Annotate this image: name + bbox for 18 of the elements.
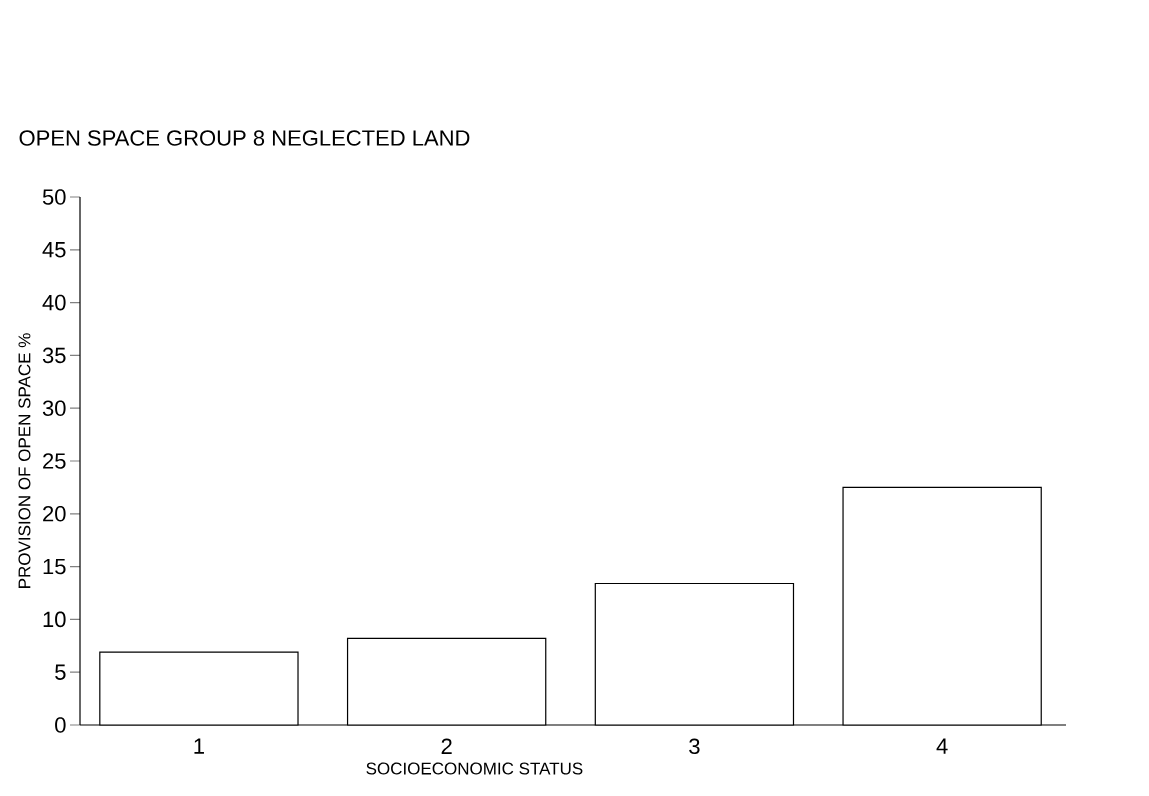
x-axis-title: SOCIOECONOMIC STATUS [366,762,583,775]
y-tick-label: 5 [55,664,66,680]
y-tick-label: 50 [42,189,66,205]
y-tick-label: 0 [55,717,66,733]
x-tick-label: 4 [936,738,948,754]
x-tick-label: 1 [194,738,204,754]
chart-title: OPEN SPACE GROUP 8 NEGLECTED LAND [19,130,470,146]
y-axis-title: PROVISION OF OPEN SPACE % [18,333,31,588]
y-tick-label: 10 [43,611,66,628]
x-tick-label: 2 [441,738,452,754]
y-tick-label: 40 [42,294,66,311]
x-tick-label: 3 [689,738,700,755]
y-tick-label: 35 [42,347,66,364]
y-tick-label: 30 [42,400,66,416]
y-tick-label: 20 [43,506,66,522]
y-tick-label: 25 [43,453,66,469]
y-tick-label: 15 [43,558,66,575]
y-tick-label: 45 [42,242,66,258]
